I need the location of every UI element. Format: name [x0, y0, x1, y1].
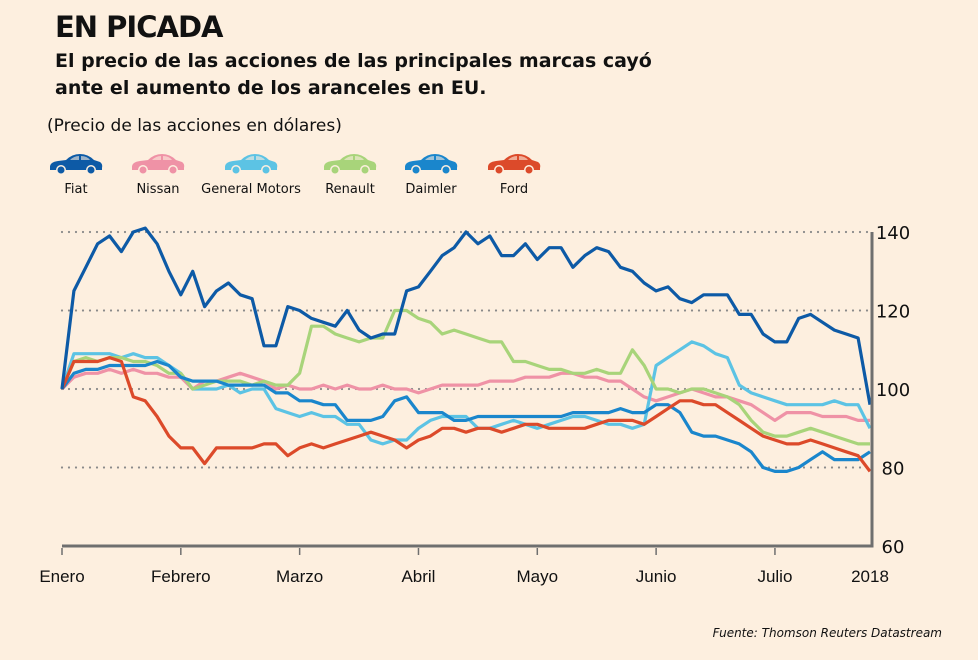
y-tick-label: 60 [882, 537, 905, 558]
line-chart: 60 80 100 120 140 Enero Febrero Marzo Abril Mayo J… [39, 223, 910, 586]
legend-item-daimler: Daimler [371, 152, 491, 197]
legend-label: Fiat [64, 182, 88, 197]
x-tick-label: Enero [39, 567, 84, 586]
unit-note: (Precio de las acciones en dólares) [47, 116, 342, 136]
axis-frame [62, 232, 874, 548]
car-icon [50, 154, 103, 175]
legend-item-general-motors: General Motors [191, 152, 311, 197]
x-tick-label: Junio [636, 567, 677, 586]
car-icon [132, 154, 185, 175]
y-tick-label: 140 [876, 223, 910, 244]
y-tick-label: 100 [876, 380, 910, 401]
y-tick-label: 120 [876, 302, 910, 323]
series-line-fiat [60, 226, 872, 405]
legend-label: General Motors [201, 182, 301, 197]
car-icon [225, 154, 278, 175]
x-tick-label: Febrero [151, 567, 211, 586]
chart-title: EN PICADA [55, 10, 223, 44]
car-icon [405, 154, 458, 175]
x-tick-label: Mayo [517, 567, 559, 586]
series-line-renault [60, 308, 870, 446]
legend-item-ford: Ford [454, 152, 574, 197]
source-note: Fuente: Thomson Reuters Datastream [712, 626, 942, 640]
y-tick-label: 80 [882, 459, 905, 480]
legend-label: Renault [325, 182, 375, 197]
legend-label: Ford [499, 182, 529, 197]
legend-label: Daimler [405, 182, 457, 197]
x-tick-label: 2018 [851, 567, 889, 586]
legend-item-nissan: Nissan [98, 152, 218, 197]
series-line-daimler [60, 359, 871, 473]
car-icon [488, 154, 541, 175]
legend-label: Nissan [136, 182, 180, 197]
x-tick-label: Abril [401, 567, 435, 586]
x-tick-label: Julio [757, 567, 792, 586]
legend-item-renault: Renault [290, 152, 410, 197]
chart-subtitle: El precio de las acciones de las princip… [55, 50, 652, 99]
car-icon [324, 154, 377, 175]
x-tick-label: Marzo [276, 567, 323, 586]
legend-item-fiat: Fiat [16, 152, 136, 197]
series-line-ford [60, 356, 872, 473]
